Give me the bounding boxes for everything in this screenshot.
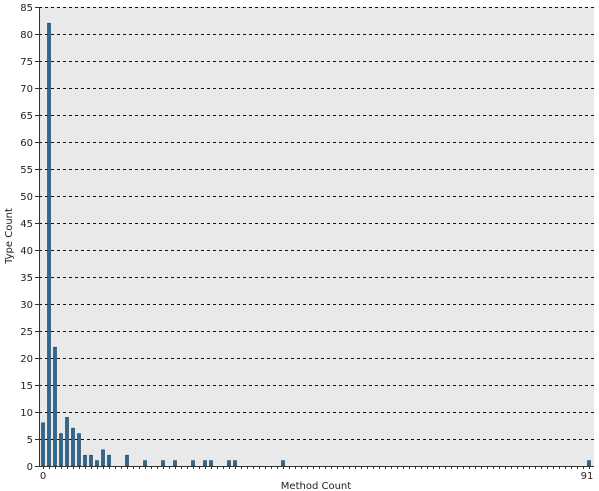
bar	[83, 454, 87, 467]
y-tick-label: 50	[20, 192, 33, 203]
y-tick-label: 55	[20, 165, 33, 176]
y-tick-label: 0	[27, 462, 33, 473]
bar	[587, 460, 591, 467]
x-tick-label: 91	[581, 471, 594, 482]
bar	[59, 433, 63, 467]
bar	[209, 460, 213, 467]
y-tick-label: 40	[20, 246, 33, 257]
bar	[203, 460, 207, 467]
bar	[107, 454, 111, 467]
x-axis: 0 91	[39, 466, 594, 482]
bar	[143, 460, 147, 467]
y-tick-label: 10	[20, 408, 33, 419]
y-tick-label: 60	[20, 138, 33, 149]
bar	[77, 433, 81, 467]
y-tick-label: 30	[20, 300, 33, 311]
bar	[65, 417, 69, 467]
y-axis: 0 5 10 15 20 25 30 35 40 45 50 55 60 65 70 75 80 85	[20, 3, 40, 473]
bar	[227, 460, 231, 467]
y-tick-label: 5	[27, 435, 33, 446]
bar	[71, 427, 75, 467]
y-axis-title: Type Count	[4, 208, 15, 265]
y-tick-label: 15	[20, 381, 33, 392]
x-tick-label: 0	[40, 471, 46, 482]
bar	[47, 22, 51, 467]
bar	[173, 460, 177, 467]
bar	[161, 460, 165, 467]
y-tick-label: 45	[20, 219, 33, 230]
y-tick-label: 85	[20, 3, 33, 14]
x-axis-title: Method Count	[281, 481, 351, 491]
bar	[95, 460, 99, 467]
plot-background	[39, 7, 594, 466]
y-tick-label: 35	[20, 273, 33, 284]
y-tick-label: 25	[20, 327, 33, 338]
bar	[191, 460, 195, 467]
y-tick-label: 65	[20, 111, 33, 122]
bar	[233, 460, 237, 467]
y-tick-label: 75	[20, 57, 33, 68]
bar	[41, 422, 45, 467]
bar	[101, 449, 105, 467]
y-tick-label: 70	[20, 84, 33, 95]
bar	[125, 454, 129, 467]
bar	[89, 454, 93, 467]
y-tick-label: 20	[20, 354, 33, 365]
grid-lines	[39, 7, 594, 440]
y-tick-label: 80	[20, 30, 33, 41]
bar	[53, 346, 57, 467]
bar	[281, 460, 285, 467]
